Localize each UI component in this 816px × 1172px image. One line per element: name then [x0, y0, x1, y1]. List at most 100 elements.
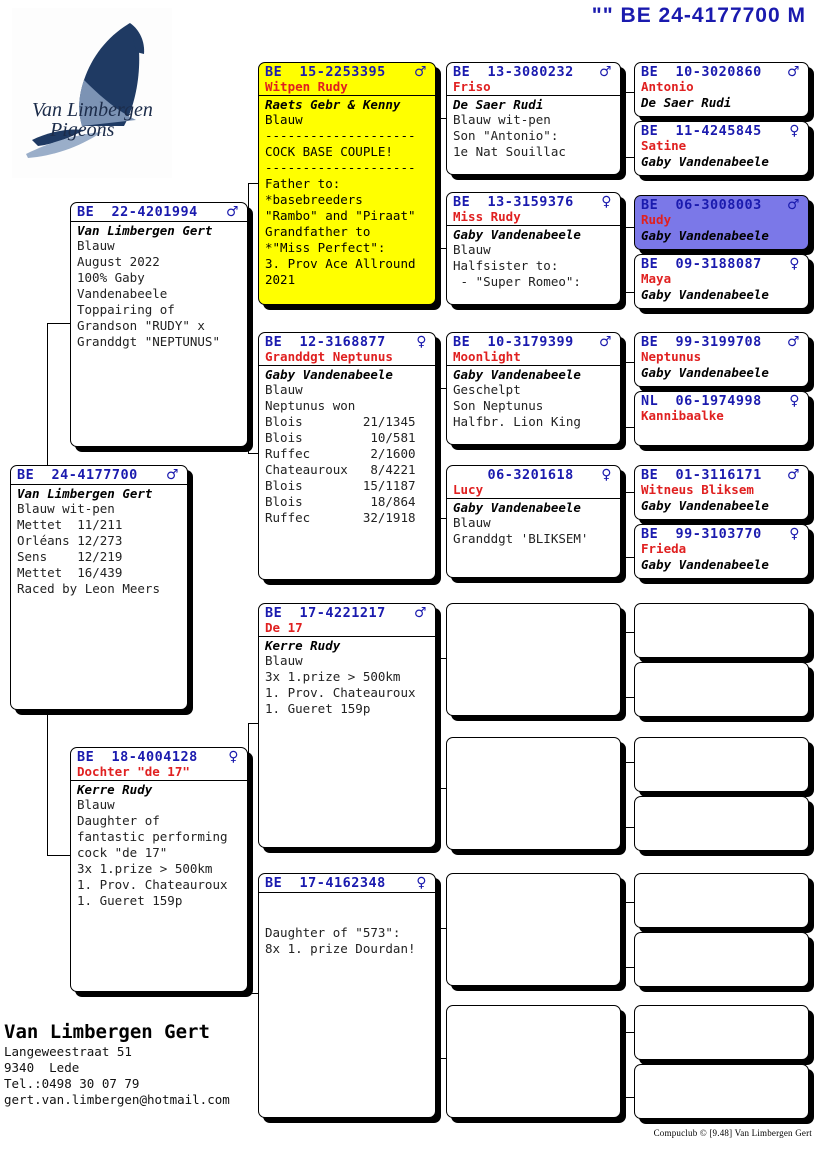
sex-male-icon: ♂ [413, 64, 427, 80]
sex-female-icon: ♀ [789, 123, 800, 139]
connector-g3-6-g4-v [624, 762, 626, 827]
sex-female-icon: ♀ [601, 194, 612, 210]
pedigree-card-g4-9[interactable] [634, 603, 809, 658]
connector-g4-4-h [624, 292, 634, 294]
pedigree-card-g4-6[interactable]: NL 06-1974998 ♀ Kannibaalke [634, 391, 809, 446]
connector-g4-2-h [624, 157, 634, 159]
pedigree-card-g4-10[interactable] [634, 662, 809, 717]
card-notes: Blauw wit-pen Mettet 11/211 Orléans 12/2… [17, 501, 160, 596]
sex-female-icon: ♀ [789, 256, 800, 272]
pedigree-card-g4-14[interactable] [634, 932, 809, 987]
card-ring-number [447, 1006, 620, 1008]
card-pigeon-name: Antonio [641, 79, 694, 94]
card-ring-number: BE 13-3159376 ♀ [453, 194, 612, 210]
card-divider [259, 892, 435, 893]
pedigree-card-g4-7[interactable]: BE 01-3116171 ♂ Witneus Bliksem Gaby Vand… [634, 465, 809, 520]
pedigree-card-g4-4[interactable]: BE 09-3188087 ♀ Maya Gaby Vandenabeele [634, 254, 809, 309]
connector-g4-11-h [624, 762, 634, 764]
card-breeder: Gaby Vandenabeele [453, 500, 581, 515]
card-breeder: Gaby Vandenabeele [641, 365, 769, 380]
card-breeder: De Saer Rudi [453, 97, 544, 112]
owner-block: Van Limbergen Gert Langeweestraat 51 934… [4, 1020, 230, 1108]
connector-g4-12-h [624, 827, 634, 829]
pedigree-card-dam-sire[interactable]: BE 17-4221217 ♂ De 17 Kerre Rudy Blauw 3x… [258, 603, 436, 848]
sex-male-icon: ♂ [598, 64, 612, 80]
pedigree-card-dam-dam[interactable]: BE 17-4162348 ♀ Daughter of "573": 8x 1. … [258, 873, 436, 1118]
connector-g4-14-h [624, 967, 634, 969]
card-pigeon-name: Maya [641, 271, 672, 286]
pedigree-card-g3-4[interactable]: 06-3201618 ♀ Lucy Gaby Vandenabeele Blauw… [446, 465, 621, 578]
card-divider [71, 780, 247, 781]
connector-g2-1-h [248, 183, 260, 185]
pedigree-card-g4-2[interactable]: BE 11-4245845 ♀ Satine Gaby Vandenabeele [634, 121, 809, 176]
pedigree-card-g3-3[interactable]: BE 10-3179399 ♂ Moonlight Gaby Vandenabee… [446, 332, 621, 445]
card-breeder: Van Limbergen Gert [17, 486, 153, 501]
connector-g3-1-h [436, 118, 446, 120]
card-ring-number: BE 24-4177700 ♂ [17, 467, 179, 483]
sex-female-icon: ♀ [228, 749, 239, 765]
pedigree-card-g3-7[interactable] [446, 873, 621, 986]
connector-dam-down [47, 714, 49, 855]
pedigree-card-g3-2[interactable]: BE 13-3159376 ♀ Miss Rudy Gaby Vandenabee… [446, 192, 621, 305]
connector-g3-8-g4-v [624, 1032, 626, 1097]
card-ring-number: BE 12-3168877 ♀ [265, 334, 427, 350]
card-ring-number: BE 99-3103770 ♀ [641, 526, 800, 542]
connector-g2-3-h [248, 723, 260, 725]
pedigree-card-sire[interactable]: BE 22-4201994 ♂ Van Limbergen Gert Blauw … [70, 202, 248, 447]
connector-g4-10-h [624, 697, 634, 699]
pedigree-card-g4-13[interactable] [634, 873, 809, 928]
card-notes: Daughter of "573": 8x 1. prize Dourdan! [265, 925, 416, 956]
pedigree-card-g4-15[interactable] [634, 1005, 809, 1060]
card-divider [71, 221, 247, 222]
connector-g2-1-g3-v [436, 118, 438, 248]
pedigree-card-g4-3[interactable]: BE 06-3008003 ♂ Rudy Gaby Vandenabeele [634, 195, 809, 250]
sex-female-icon: ♀ [789, 393, 800, 409]
pedigree-card-g4-8[interactable]: BE 99-3103770 ♀ Frieda Gaby Vandenabeele [634, 524, 809, 579]
connector-g4-16-h [624, 1097, 634, 1099]
sex-male-icon: ♂ [413, 605, 427, 621]
pedigree-card-sire-dam[interactable]: BE 12-3168877 ♀ Granddgt Neptunus Gaby Va… [258, 332, 436, 580]
card-ring-number: BE 10-3020860 ♂ [641, 64, 800, 80]
svg-text:Pigeons: Pigeons [49, 119, 115, 141]
pedigree-card-g4-5[interactable]: BE 99-3199708 ♂ Neptunus Gaby Vandenabeel… [634, 332, 809, 387]
card-breeder: Gaby Vandenabeele [453, 227, 581, 242]
pedigree-card-dam[interactable]: BE 18-4004128 ♀ Dochter "de 17" Kerre Rud… [70, 747, 248, 992]
sex-male-icon: ♂ [786, 467, 800, 483]
pedigree-card-sire-sire[interactable]: BE 15-2253395 ♂ Witpen Rudy Raets Gebr & … [258, 62, 436, 305]
card-divider [447, 225, 620, 226]
pedigree-card-g4-16[interactable] [634, 1064, 809, 1119]
connector-g3-5-h [436, 658, 446, 660]
card-notes: Blauw Neptunus won Blois 21/1345 Blois 1… [265, 382, 416, 525]
connector-g4-7-h [624, 492, 634, 494]
pedigree-card-g4-11[interactable] [634, 737, 809, 792]
pedigree-card-subject[interactable]: BE 24-4177700 ♂ Van Limbergen Gert Blauw … [10, 465, 188, 710]
connector-dam-h2 [47, 855, 71, 857]
card-pigeon-name: Witneus Bliksem [641, 482, 754, 497]
card-breeder: Gaby Vandenabeele [641, 287, 769, 302]
connector-g4-13-h [624, 902, 634, 904]
sex-female-icon: ♀ [416, 875, 427, 891]
pedigree-card-g3-1[interactable]: BE 13-3080232 ♂ Friso De Saer Rudi Blauw … [446, 62, 621, 175]
connector-g3-6-h [436, 788, 446, 790]
connector-sire-gen2-v [248, 183, 250, 453]
pedigree-card-g4-12[interactable] [634, 796, 809, 851]
card-pigeon-name: Frieda [641, 541, 687, 556]
connector-g3-3-g4-v [624, 362, 626, 427]
connector-g2-2-g3-v [436, 388, 438, 518]
pedigree-card-g3-6[interactable] [446, 737, 621, 850]
owner-name: Van Limbergen Gert [4, 1021, 210, 1043]
svg-text:Van Limbergen: Van Limbergen [32, 99, 153, 121]
connector-g4-5-h [624, 362, 634, 364]
card-divider [447, 95, 620, 96]
pedigree-card-g3-8[interactable] [446, 1005, 621, 1118]
card-ring-number: BE 06-3008003 ♂ [641, 197, 800, 213]
card-breeder: Gaby Vandenabeele [641, 498, 769, 513]
pedigree-card-g3-5[interactable] [446, 603, 621, 716]
connector-g4-15-h [624, 1032, 634, 1034]
card-divider [259, 365, 435, 366]
card-ring-number: BE 10-3179399 ♂ [453, 334, 612, 350]
card-pigeon-name: Dochter "de 17" [77, 764, 190, 779]
connector-g3-2-h [436, 248, 446, 250]
owner-street: Langeweestraat 51 [4, 1044, 132, 1059]
pedigree-card-g4-1[interactable]: BE 10-3020860 ♂ Antonio De Saer Rudi [634, 62, 809, 117]
